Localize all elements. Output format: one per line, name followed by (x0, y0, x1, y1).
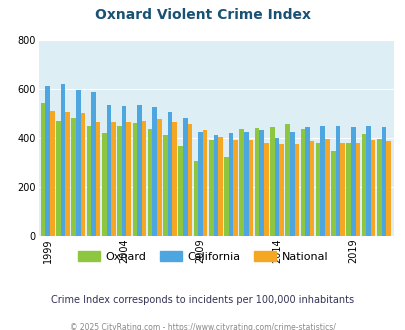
Bar (96, 122, 100, 236)
Bar (147, 129, 152, 236)
Bar (376, 139, 381, 236)
Legend: Oxnard, California, National: Oxnard, California, National (73, 247, 332, 267)
Bar (345, 143, 350, 236)
Bar (254, 128, 259, 236)
Bar (243, 132, 248, 236)
Bar (370, 140, 375, 236)
Bar (324, 139, 329, 236)
Bar (217, 137, 222, 236)
Bar (309, 142, 313, 236)
Bar (178, 147, 183, 236)
Bar (45, 86, 50, 236)
Bar (330, 151, 335, 236)
Bar (285, 124, 289, 236)
Bar (239, 129, 243, 236)
Bar (56, 120, 61, 236)
Bar (300, 129, 305, 236)
Bar (320, 125, 324, 236)
Bar (76, 90, 80, 236)
Bar (141, 120, 146, 236)
Bar (233, 140, 237, 236)
Bar (365, 125, 370, 236)
Bar (71, 118, 76, 236)
Bar (279, 144, 283, 236)
Bar (355, 143, 359, 236)
Bar (228, 133, 233, 236)
Bar (80, 113, 85, 236)
Bar (350, 127, 355, 236)
Bar (305, 127, 309, 236)
Bar (224, 157, 228, 236)
Bar (91, 92, 96, 236)
Bar (209, 140, 213, 236)
Bar (102, 133, 106, 236)
Bar (122, 106, 126, 236)
Bar (213, 135, 217, 236)
Bar (111, 122, 115, 236)
Bar (41, 103, 45, 236)
Text: Crime Index corresponds to incidents per 100,000 inhabitants: Crime Index corresponds to incidents per… (51, 295, 354, 305)
Bar (339, 143, 344, 236)
Bar (269, 127, 274, 236)
Bar (248, 140, 253, 236)
Bar (274, 138, 279, 236)
Bar (193, 161, 198, 236)
Bar (361, 134, 365, 236)
Bar (198, 132, 202, 236)
Bar (157, 119, 161, 236)
Bar (315, 143, 320, 236)
Bar (87, 125, 91, 236)
Bar (50, 111, 55, 236)
Bar (183, 118, 187, 236)
Bar (294, 144, 298, 236)
Bar (152, 107, 157, 236)
Bar (117, 125, 121, 236)
Bar (167, 112, 172, 236)
Bar (163, 135, 167, 236)
Text: Oxnard Violent Crime Index: Oxnard Violent Crime Index (95, 8, 310, 22)
Bar (385, 142, 390, 236)
Bar (259, 130, 263, 236)
Bar (187, 124, 192, 236)
Bar (65, 112, 70, 236)
Bar (61, 84, 65, 236)
Bar (137, 105, 141, 236)
Bar (106, 105, 111, 236)
Text: © 2025 CityRating.com - https://www.cityrating.com/crime-statistics/: © 2025 CityRating.com - https://www.city… (70, 323, 335, 330)
Bar (172, 122, 177, 236)
Bar (202, 130, 207, 236)
Bar (132, 123, 137, 236)
Bar (126, 122, 131, 236)
Bar (263, 143, 268, 236)
Bar (335, 125, 339, 236)
Bar (381, 127, 385, 236)
Bar (289, 132, 294, 236)
